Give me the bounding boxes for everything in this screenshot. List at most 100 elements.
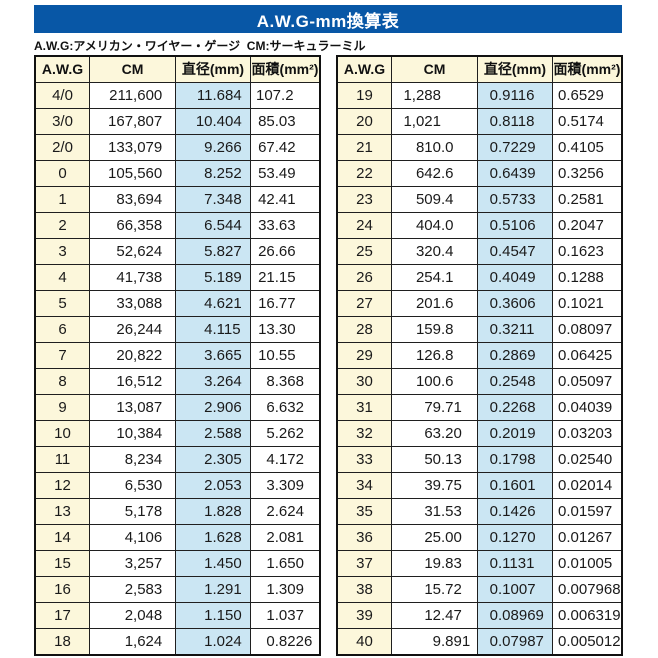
diameter-cell: 0.2548 [477, 368, 553, 395]
area-cell: 0.02540 [552, 446, 623, 473]
diameter-cell: 0.3211 [477, 316, 553, 343]
numeric-value: 42.41 [258, 191, 296, 208]
numeric-value: 0.07987 [489, 633, 544, 650]
table-row: 2 66,358 6.544 33.63 [34, 212, 321, 239]
diameter-cell: 0.5733 [477, 186, 553, 213]
numeric-value: 0.01005 [558, 555, 613, 572]
awg-cell: 34 [336, 472, 392, 499]
column-header: A.W.G [34, 55, 90, 83]
numeric-value: 1.309 [266, 581, 304, 598]
diameter-cell: 0.1131 [477, 550, 553, 577]
numeric-value: 39.75 [424, 477, 462, 494]
awg-cell: 27 [336, 290, 392, 317]
diameter-cell: 7.348 [175, 186, 251, 213]
awg-cell: 4/0 [34, 82, 90, 109]
table-header: A.W.G CM 直径(mm) 面積(mm²) [336, 55, 623, 83]
cm-cell: 12.47 [391, 602, 478, 629]
numeric-value: 0.8226 [266, 633, 313, 650]
numeric-value: 0.4049 [489, 269, 536, 286]
numeric-value: 3.264 [204, 373, 242, 390]
table-row: 0 105,560 8.252 53.49 [34, 160, 321, 187]
table-row: 10 10,384 2.588 5.262 [34, 420, 321, 447]
awg-cell: 21 [336, 134, 392, 161]
area-cell: 3.309 [250, 472, 321, 499]
table-row: 33 50.13 0.1798 0.02540 [336, 446, 623, 473]
diameter-cell: 2.588 [175, 420, 251, 447]
numeric-value: 85.03 [258, 113, 296, 130]
column-header: CM [391, 55, 478, 83]
table-row: 22 642.6 0.6439 0.3256 [336, 160, 623, 187]
numeric-value: 0.5106 [489, 217, 536, 234]
cm-cell: 642.6 [391, 160, 478, 187]
cm-cell: 66,358 [89, 212, 176, 239]
area-cell: 0.08097 [552, 316, 623, 343]
awg-cell: 36 [336, 524, 392, 551]
numeric-value: 3.665 [204, 347, 242, 364]
cm-cell: 19.83 [391, 550, 478, 577]
numeric-value: 21.15 [258, 269, 296, 286]
column-header: CM [89, 55, 176, 83]
cm-cell: 100.6 [391, 368, 478, 395]
page-title: A.W.G-mm換算表 [256, 11, 400, 31]
table-row: 34 39.75 0.1601 0.02014 [336, 472, 623, 499]
numeric-value: 20,822 [116, 347, 163, 364]
numeric-value: 5.827 [204, 243, 242, 260]
table-row: 26 254.1 0.4049 0.1288 [336, 264, 623, 291]
diameter-cell: 0.4547 [477, 238, 553, 265]
awg-cell: 29 [336, 342, 392, 369]
numeric-value: 16,512 [116, 373, 163, 390]
area-cell: 0.006319 [552, 602, 623, 629]
numeric-value: 133,079 [108, 139, 163, 156]
numeric-value: 1,624 [124, 633, 163, 650]
awg-cell: 38 [336, 576, 392, 603]
numeric-value: 0.2268 [489, 399, 536, 416]
numeric-value: 15.72 [424, 581, 462, 598]
area-cell: 0.8226 [250, 628, 321, 656]
column-header: 面積(mm²) [250, 55, 321, 83]
diameter-cell: 10.404 [175, 108, 251, 135]
numeric-value: 0.01597 [558, 503, 613, 520]
awg-cell: 4 [34, 264, 90, 291]
table-row: 15 3,257 1.450 1.650 [34, 550, 321, 577]
table-row: 5 33,088 4.621 16.77 [34, 290, 321, 317]
awg-conversion-table-left: A.W.G CM 直径(mm) 面積(mm²) 4/0 211,600 11.684 107… [34, 55, 321, 656]
table-row: 38 15.72 0.1007 0.007968 [336, 576, 623, 603]
area-cell: 85.03 [250, 108, 321, 135]
awg-cell: 35 [336, 498, 392, 525]
cm-cell: 1,021 [391, 108, 478, 135]
numeric-value: 0.1021 [558, 295, 604, 312]
diameter-cell: 9.266 [175, 134, 251, 161]
area-cell: 6.632 [250, 394, 321, 421]
awg-cell: 37 [336, 550, 392, 577]
numeric-value: 0.1798 [489, 451, 536, 468]
cm-cell: 159.8 [391, 316, 478, 343]
table-row: 37 19.83 0.1131 0.01005 [336, 550, 623, 577]
area-cell: 16.77 [250, 290, 321, 317]
area-cell: 0.1623 [552, 238, 623, 265]
cm-cell: 254.1 [391, 264, 478, 291]
numeric-value: 0.007968 [558, 581, 621, 598]
numeric-value: 4,106 [124, 529, 163, 546]
table-row: 30 100.6 0.2548 0.05097 [336, 368, 623, 395]
area-cell: 13.30 [250, 316, 321, 343]
numeric-value: 2,048 [124, 607, 163, 624]
cm-cell: 63.20 [391, 420, 478, 447]
page-title-bar: A.W.G-mm換算表 [34, 5, 622, 33]
numeric-value: 0.006319 [558, 607, 621, 624]
table-row: 8 16,512 3.264 8.368 [34, 368, 321, 395]
numeric-value: 5.262 [266, 425, 304, 442]
table-row: 13 5,178 1.828 2.624 [34, 498, 321, 525]
numeric-value: 7.348 [204, 191, 242, 208]
cm-cell: 2,583 [89, 576, 176, 603]
table-row: 3 52,624 5.827 26.66 [34, 238, 321, 265]
diameter-cell: 0.07987 [477, 628, 553, 656]
awg-cell: 32 [336, 420, 392, 447]
diameter-cell: 4.115 [175, 316, 251, 343]
area-cell: 0.01267 [552, 524, 623, 551]
cm-cell: 810.0 [391, 134, 478, 161]
numeric-value: 0.2581 [558, 191, 604, 208]
numeric-value: 1.024 [204, 633, 242, 650]
numeric-value: 0.005012 [558, 633, 621, 650]
cm-cell: 404.0 [391, 212, 478, 239]
numeric-value: 0.03203 [558, 425, 613, 442]
